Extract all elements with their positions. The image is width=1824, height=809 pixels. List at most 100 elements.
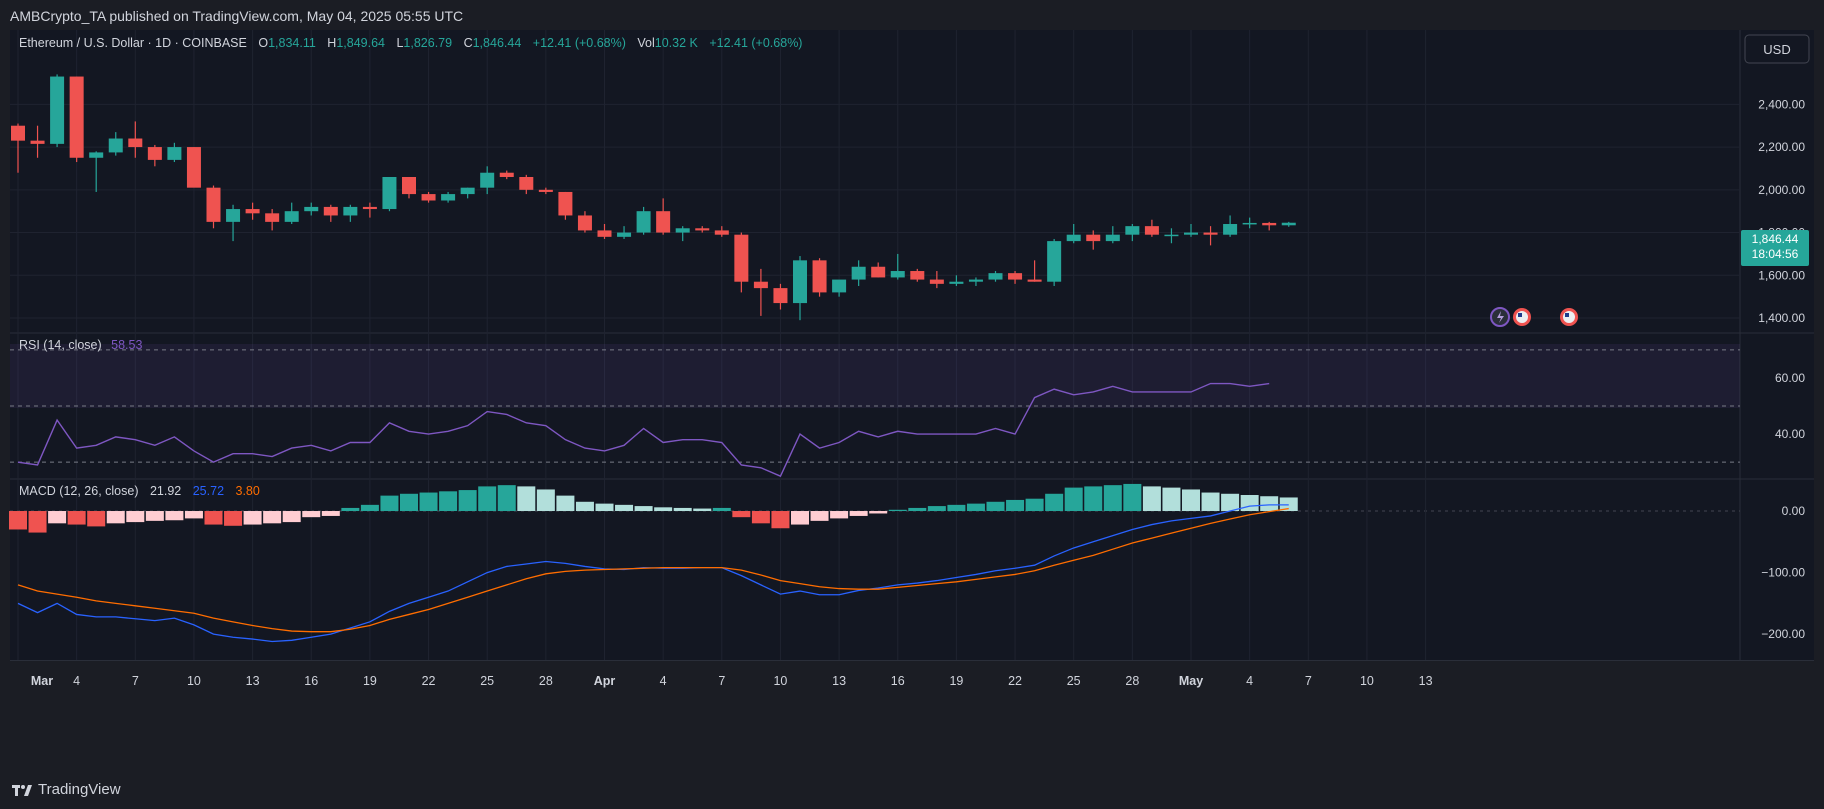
macd-histogram-bar bbox=[947, 504, 966, 512]
macd-histogram-bar bbox=[263, 511, 282, 524]
candle-body bbox=[1027, 279, 1042, 282]
price-tick-label: 1,400.00 bbox=[1758, 311, 1805, 325]
candle-body bbox=[1203, 232, 1218, 235]
candle-body bbox=[69, 76, 84, 158]
x-tick-label: 7 bbox=[718, 674, 725, 688]
candle-body bbox=[558, 191, 573, 216]
signal-line bbox=[17, 507, 1289, 633]
candle-body bbox=[910, 271, 925, 280]
macd-tick-label: −100.00 bbox=[1761, 566, 1805, 580]
last-price: 1,846.44 bbox=[1752, 232, 1799, 246]
candle-body bbox=[636, 211, 651, 233]
x-tick-label: 16 bbox=[891, 674, 905, 688]
macd-histogram-bar bbox=[1123, 483, 1142, 512]
candle-body bbox=[988, 273, 1003, 280]
macd-tick-label: 0.00 bbox=[1782, 504, 1806, 518]
macd-histogram-bar bbox=[830, 511, 849, 519]
macd-histogram-bar bbox=[419, 492, 438, 512]
tradingview-logo[interactable]: TradingView bbox=[12, 781, 121, 798]
candle-body bbox=[949, 281, 964, 284]
candle-body bbox=[441, 194, 456, 201]
candle-body bbox=[1125, 226, 1140, 235]
candle-body bbox=[753, 281, 768, 289]
footer: TradingView bbox=[0, 769, 1824, 809]
macd-histogram-bar bbox=[517, 486, 536, 512]
candle-body bbox=[499, 172, 514, 177]
candle-body bbox=[851, 266, 866, 280]
price-tick-label: 1,600.00 bbox=[1758, 268, 1805, 282]
macd-histogram-bar bbox=[595, 503, 614, 512]
candle-body bbox=[1086, 234, 1101, 242]
rsi-legend: RSI (14, close) 58.53 bbox=[19, 338, 142, 352]
macd-histogram-bar bbox=[224, 511, 243, 526]
candle-body bbox=[89, 152, 104, 158]
publish-line: AMBCrypto_TA published on TradingView.co… bbox=[10, 8, 464, 24]
currency-button[interactable]: USD bbox=[1744, 34, 1810, 64]
macd-histogram-bar bbox=[341, 507, 360, 512]
price-pane bbox=[10, 30, 1740, 333]
macd-histogram-bar bbox=[849, 511, 868, 516]
macd-histogram-bar bbox=[927, 506, 946, 512]
candle-body bbox=[1242, 222, 1257, 225]
x-tick-label: 4 bbox=[73, 674, 80, 688]
candle-body bbox=[402, 176, 416, 195]
macd-histogram-bar bbox=[1006, 499, 1025, 512]
macd-histogram-bar bbox=[869, 511, 888, 514]
macd-histogram-bar bbox=[126, 511, 145, 523]
macd-histogram-bar bbox=[1045, 493, 1064, 512]
candle-body bbox=[1262, 222, 1277, 226]
macd-pane bbox=[10, 479, 1740, 660]
x-tick-label: 13 bbox=[246, 674, 260, 688]
currency-button-label[interactable]: USD bbox=[1763, 42, 1790, 57]
candle-body bbox=[929, 279, 944, 284]
candle-body bbox=[362, 206, 377, 210]
candle-body bbox=[832, 279, 847, 293]
x-tick-label: 22 bbox=[422, 674, 436, 688]
candle-body bbox=[186, 147, 201, 188]
candle-body bbox=[265, 213, 280, 222]
x-tick-label: 7 bbox=[1305, 674, 1312, 688]
candle-body bbox=[812, 260, 827, 293]
candle-body bbox=[597, 230, 612, 237]
candle-body bbox=[147, 147, 162, 160]
candle-body bbox=[323, 206, 338, 216]
macd-histogram-bar bbox=[751, 511, 770, 524]
macd-histogram-bar bbox=[204, 511, 223, 525]
rsi-line bbox=[17, 382, 1270, 478]
macd-histogram-bar bbox=[810, 511, 829, 521]
event-markers[interactable] bbox=[1490, 307, 1578, 327]
macd-histogram-bar bbox=[184, 511, 203, 519]
x-tick-label: 25 bbox=[480, 674, 494, 688]
rsi-tick-label: 60.00 bbox=[1775, 371, 1805, 385]
candle-body bbox=[1281, 222, 1296, 226]
candle-body bbox=[773, 288, 788, 304]
macd-histogram-bar bbox=[458, 490, 477, 512]
macd-histogram-bar bbox=[106, 511, 125, 524]
x-tick-label: 25 bbox=[1067, 674, 1081, 688]
macd-histogram-bar bbox=[732, 511, 751, 518]
macd-histogram-bar bbox=[791, 511, 809, 525]
price-tick-label: 2,400.00 bbox=[1758, 97, 1805, 111]
macd-tick-label: −200.00 bbox=[1761, 627, 1805, 641]
macd-histogram-bar bbox=[400, 493, 418, 512]
x-tick-label: 16 bbox=[304, 674, 318, 688]
candle-body bbox=[577, 215, 592, 231]
candle-body bbox=[656, 211, 671, 233]
macd-histogram-bar bbox=[966, 503, 985, 512]
x-tick-label: 4 bbox=[660, 674, 667, 688]
candle-body bbox=[617, 232, 632, 237]
macd-histogram-bar bbox=[497, 485, 516, 512]
macd-histogram-bar bbox=[536, 489, 555, 512]
chart-area[interactable]: 2,400.002,200.002,000.001,800.001,600.00… bbox=[0, 30, 1824, 769]
rsi-band-lines bbox=[10, 349, 1740, 463]
macd-histogram-bar bbox=[321, 511, 340, 516]
candle-body bbox=[793, 260, 807, 304]
candle-body bbox=[50, 76, 65, 144]
publish-bar: AMBCrypto_TA published on TradingView.co… bbox=[0, 0, 1824, 30]
macd-histogram-bar bbox=[712, 507, 731, 512]
candle-body bbox=[1184, 232, 1198, 235]
macd-histogram-bar bbox=[302, 511, 321, 518]
macd-histogram-bar bbox=[243, 511, 262, 525]
rsi-background-band bbox=[10, 344, 1740, 408]
candle-body bbox=[226, 209, 241, 222]
